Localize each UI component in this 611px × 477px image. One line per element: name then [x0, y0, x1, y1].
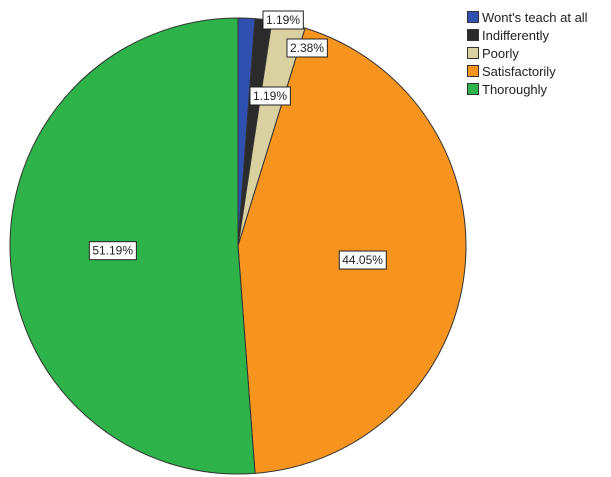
data-label-box-satisfactorily [338, 250, 387, 270]
legend-swatch-wont-teach [467, 11, 479, 23]
data-label-text-thoroughly: 51.19% [92, 244, 133, 258]
legend-label-wont-teach: Wont's teach at all [482, 9, 588, 25]
data-label-indifferently: 1.19% [249, 86, 291, 106]
data-label-text-wont-teach: 1.19% [266, 13, 300, 27]
legend-label-indifferently: Indifferently [482, 27, 549, 43]
legend-item-satisfactorily: Satisfactorily [467, 62, 588, 80]
data-label-box-poorly [286, 38, 328, 58]
data-label-satisfactorily: 44.05% [338, 250, 387, 270]
pie-data-labels: 1.19% 1.19% 2.38% 44.05% 51.19% [88, 10, 387, 270]
legend-swatch-satisfactorily [467, 65, 479, 77]
legend-label-satisfactorily: Satisfactorily [482, 63, 556, 79]
pie-slices [9, 17, 467, 475]
data-label-text-satisfactorily: 44.05% [342, 253, 383, 267]
legend-swatch-thoroughly [467, 83, 479, 95]
legend-item-wont-teach: Wont's teach at all [467, 8, 588, 26]
legend-swatch-poorly [467, 47, 479, 59]
data-label-thoroughly: 51.19% [88, 241, 137, 261]
legend-label-thoroughly: Thoroughly [482, 81, 548, 97]
legend-item-indifferently: Indifferently [467, 26, 588, 44]
data-label-box-indifferently [249, 86, 291, 106]
data-label-box-thoroughly [88, 241, 137, 261]
data-label-text-poorly: 2.38% [290, 41, 324, 55]
legend-item-poorly: Poorly [467, 44, 588, 62]
legend-item-thoroughly: Thoroughly [467, 80, 588, 98]
legend: Wont's teach at all Indifferently Poorly… [467, 8, 588, 98]
legend-swatch-indifferently [467, 29, 479, 41]
data-label-box-wont-teach [262, 10, 304, 30]
data-label-poorly: 2.38% [286, 38, 328, 58]
data-label-wont-teach: 1.19% [262, 10, 304, 30]
data-label-text-indifferently: 1.19% [253, 89, 287, 103]
legend-label-poorly: Poorly [482, 45, 519, 61]
